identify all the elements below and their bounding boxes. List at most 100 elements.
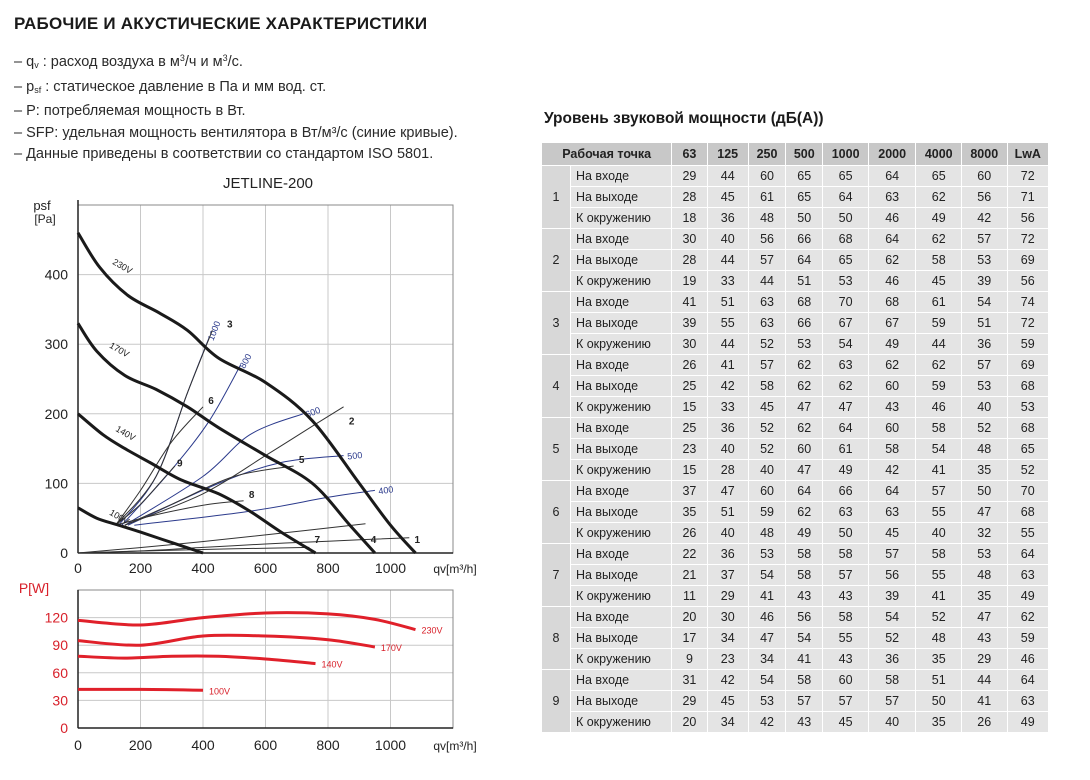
value-cell: 50: [785, 207, 824, 229]
value-cell: 58: [785, 543, 824, 565]
value-cell: 58: [785, 564, 824, 586]
location-cell: На выходе: [569, 375, 673, 397]
value-cell: 54: [785, 627, 824, 649]
legend-iso: – Данные приведены в соответствии со ста…: [14, 146, 434, 162]
power-x-tick-label: 1000: [375, 737, 406, 753]
value-cell: 65: [785, 186, 824, 208]
header-8000: 8000: [961, 142, 1008, 166]
value-cell: 42: [867, 459, 917, 481]
table-row: 3 На входе 41 51 63 68 70 68 61 54 74: [541, 291, 1050, 355]
value-cell: 64: [867, 480, 917, 502]
value-cell: 25: [671, 375, 708, 397]
point-label-1: 1: [414, 535, 420, 546]
value-cell: 15: [671, 459, 708, 481]
value-cell: 52: [1006, 459, 1050, 481]
value-cell: 28: [671, 249, 708, 271]
value-cell: 49: [1006, 585, 1050, 607]
value-cell: 53: [1006, 396, 1050, 418]
value-cell: 64: [785, 480, 824, 502]
value-cell: 59: [1006, 627, 1050, 649]
location-cell: На выходе: [569, 249, 673, 271]
value-cell: 63: [822, 354, 869, 376]
value-cell: 47: [747, 627, 787, 649]
fan-curve-label-230V: 230V: [111, 257, 134, 276]
fan-curve-230V: [76, 232, 417, 555]
value-cell: 45: [747, 396, 787, 418]
value-cell: 66: [822, 480, 869, 502]
value-cell: 52: [961, 417, 1008, 439]
value-cell: 44: [915, 333, 962, 355]
operating-point-cell: 7: [541, 543, 571, 607]
operating-point-cell: 8: [541, 606, 571, 670]
table-row: На выходе 35 51 59 62 63 63 55 47 68: [542, 501, 1050, 523]
sfp-curve-600: [124, 413, 304, 526]
value-cell: 41: [706, 354, 749, 376]
value-cell: 42: [706, 375, 749, 397]
fan-curve-140V: [77, 412, 317, 555]
value-cell: 70: [822, 291, 869, 313]
power-curve-label-170V: 170V: [381, 643, 402, 653]
value-cell: 62: [785, 417, 824, 439]
value-cell: 64: [867, 228, 917, 250]
sfp-curve-400: [134, 489, 375, 526]
value-cell: 35: [671, 501, 708, 523]
value-cell: 42: [747, 711, 787, 733]
value-cell: 21: [671, 564, 708, 586]
power-y-tick-label: 0: [60, 720, 68, 736]
value-cell: 61: [822, 438, 869, 460]
value-cell: 72: [1006, 165, 1050, 187]
value-cell: 63: [1006, 690, 1050, 712]
x-tick-label: 400: [191, 560, 215, 576]
value-cell: 68: [1006, 501, 1050, 523]
value-cell: 23: [671, 438, 708, 460]
value-cell: 53: [747, 543, 787, 565]
value-cell: 69: [1006, 249, 1050, 271]
value-cell: 56: [747, 228, 787, 250]
table-row: На выходе 39 55 63 66 67 67 59 51 72: [542, 312, 1050, 334]
value-cell: 17: [671, 627, 708, 649]
value-cell: 58: [915, 417, 962, 439]
table-row: 6 На входе 37 47 60 64 66 64 57 50 70: [541, 480, 1050, 544]
value-cell: 47: [785, 459, 824, 481]
header-2000: 2000: [867, 142, 917, 166]
header-1000: 1000: [822, 142, 869, 166]
value-cell: 57: [961, 354, 1008, 376]
value-cell: 53: [747, 690, 787, 712]
value-cell: 50: [822, 522, 869, 544]
value-cell: 35: [961, 459, 1008, 481]
table-row: 7 На входе 22 36 53 58 58 57 58 53 64: [541, 543, 1050, 607]
value-cell: 26: [961, 711, 1008, 733]
value-cell: 45: [706, 690, 749, 712]
value-cell: 50: [915, 690, 962, 712]
y-tick-label: 400: [45, 267, 69, 283]
system-curve-2: [124, 406, 344, 526]
value-cell: 36: [706, 207, 749, 229]
power-x-tick-label: 600: [254, 737, 278, 753]
value-cell: 67: [867, 312, 917, 334]
table-row: На выходе 28 45 61 65 64 63 62 56 71: [542, 186, 1050, 208]
location-cell: К окружению: [569, 270, 673, 292]
value-cell: 43: [867, 396, 917, 418]
value-cell: 59: [915, 312, 962, 334]
system-curve-1: [77, 537, 410, 554]
value-cell: 64: [1006, 669, 1050, 691]
table-row: 8 На входе 20 30 46 56 58 54 52 47 62: [541, 606, 1050, 670]
value-cell: 67: [822, 312, 869, 334]
sfp-curve-500: [127, 455, 344, 526]
value-cell: 51: [915, 669, 962, 691]
value-cell: 49: [822, 459, 869, 481]
value-cell: 68: [1006, 375, 1050, 397]
power-x-axis-label: qv[m³/h]: [433, 739, 476, 753]
location-cell: На входе: [569, 543, 673, 565]
value-cell: 56: [1006, 270, 1050, 292]
table-row: 4 На входе 26 41 57 62 63 62 62 57 69: [541, 354, 1050, 418]
table-row: На выходе 28 44 57 64 65 62 58 53 69: [542, 249, 1050, 271]
value-cell: 22: [671, 543, 708, 565]
value-cell: 41: [747, 585, 787, 607]
table-row: К окружению 20 34 42 43 45 40 35 26 49: [542, 711, 1050, 733]
value-cell: 44: [706, 249, 749, 271]
value-cell: 68: [785, 291, 824, 313]
point-label-3: 3: [227, 319, 233, 330]
value-cell: 44: [747, 270, 787, 292]
value-cell: 55: [915, 501, 962, 523]
